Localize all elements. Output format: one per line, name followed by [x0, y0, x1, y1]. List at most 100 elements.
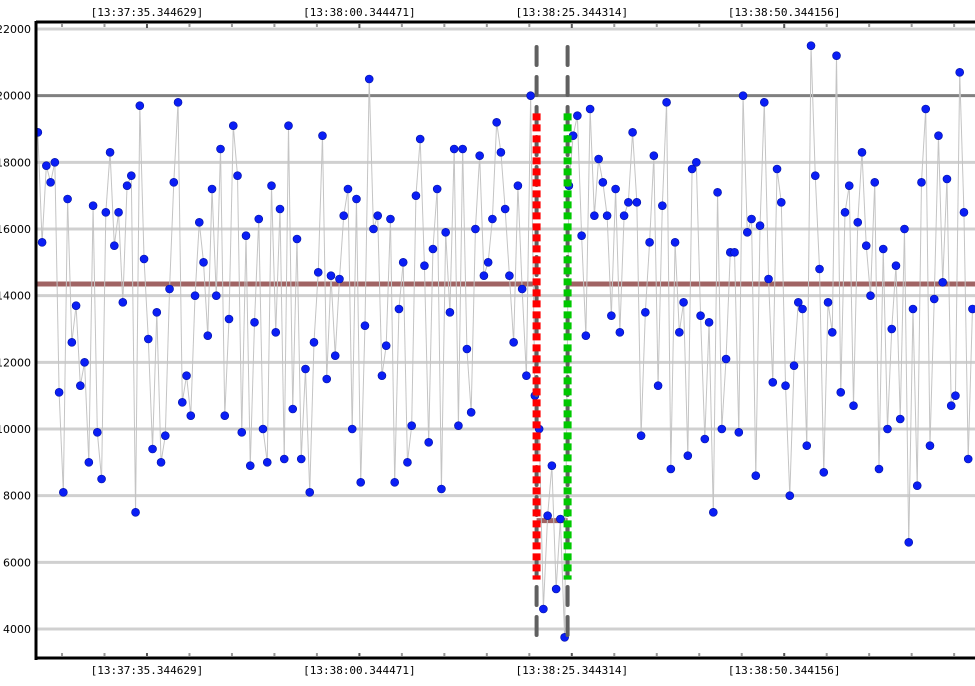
bottom-margin [0, 659, 975, 682]
connector-line [742, 95, 748, 233]
data-point [959, 208, 969, 217]
connector-line [615, 188, 621, 333]
data-point [296, 454, 306, 464]
data-point [288, 404, 298, 414]
connector-line [445, 232, 451, 313]
connector-line [419, 138, 425, 266]
data-point [679, 298, 688, 307]
connector-line [275, 208, 281, 333]
x-tick-top [570, 24, 573, 28]
connector-line [198, 222, 205, 263]
connector-line [139, 105, 145, 260]
x-tick-bottom [783, 653, 786, 656]
y-tick-label: 22000 [0, 23, 31, 36]
x-tick-top [698, 24, 701, 27]
data-point [522, 371, 531, 380]
data-point [245, 461, 255, 470]
y-tick-label: 14000 [0, 290, 31, 303]
connector-line [474, 155, 481, 230]
y-tick-label: 20000 [0, 90, 31, 103]
connector-line [882, 248, 888, 430]
connector-line [271, 185, 277, 333]
data-point [139, 254, 149, 264]
connector-line [632, 132, 638, 203]
data-point [598, 178, 608, 187]
connector-line [37, 132, 43, 243]
data-point [313, 268, 323, 277]
data-point [742, 228, 752, 237]
connector-line [840, 212, 846, 393]
data-point [590, 211, 599, 220]
connector-line [147, 338, 154, 450]
data-point [326, 271, 336, 280]
data-point [709, 508, 718, 517]
data-point [398, 258, 408, 267]
data-point [738, 91, 748, 100]
data-point [696, 311, 705, 320]
data-point [220, 411, 230, 420]
data-point [632, 198, 642, 207]
data-point [488, 214, 497, 224]
x-tick-labels-top: [13:37:35.344629] [13:38:00.344471] [13:… [91, 6, 841, 19]
connector-line [347, 188, 353, 430]
connector-line [326, 275, 332, 380]
data-point [144, 334, 153, 344]
data-point [785, 491, 795, 500]
data-point [836, 388, 846, 397]
x-tick-bottom [443, 653, 446, 656]
connector-line [857, 152, 863, 223]
connector-line [513, 185, 519, 343]
connector-line [657, 205, 663, 386]
data-point [160, 431, 170, 440]
data-point [479, 271, 489, 280]
connector-line [237, 175, 243, 433]
connector-line [190, 295, 196, 416]
connector-line [428, 248, 434, 443]
data-point [611, 184, 620, 194]
data-point [59, 488, 68, 497]
x-tick-bottom [953, 653, 956, 656]
connector-line [143, 258, 149, 340]
data-point [934, 131, 943, 140]
connector-line [899, 228, 905, 420]
connector-line [508, 275, 515, 343]
data-point [810, 171, 820, 180]
connector-line [423, 265, 430, 443]
x-tick-top [910, 24, 913, 27]
data-point [819, 468, 829, 477]
data-point [347, 424, 357, 434]
data-point [551, 584, 561, 594]
connector-line [343, 188, 349, 216]
data-point [687, 164, 697, 174]
connector-line [258, 218, 264, 430]
x-tick-bottom [273, 653, 276, 656]
data-point [267, 181, 276, 190]
connector-line [54, 162, 60, 393]
connector-line [300, 368, 306, 460]
data-point [42, 161, 51, 170]
connector-line [555, 518, 561, 590]
connector-line [368, 78, 374, 230]
data-point [917, 178, 926, 187]
connector-line [785, 385, 791, 496]
segment-mean-lines [37, 281, 975, 524]
x-tick-label-top: [13:38:25.344314] [516, 6, 629, 19]
data-point [857, 148, 867, 157]
connector-line [351, 198, 357, 430]
y-tick-label: 16000 [0, 223, 31, 236]
connector-line [942, 178, 948, 283]
data-point [449, 144, 459, 154]
connector-line [292, 238, 298, 410]
data-point [704, 318, 714, 327]
connector-line [610, 188, 617, 316]
data-point [900, 224, 909, 234]
data-point [114, 208, 123, 217]
data-point [156, 458, 166, 467]
data-point [781, 381, 790, 390]
connector-line [309, 342, 315, 493]
connector-line [71, 305, 77, 343]
x-tick-top [783, 24, 786, 28]
connector-line [211, 188, 217, 296]
connector-line [763, 102, 770, 280]
connector-line [62, 198, 69, 493]
